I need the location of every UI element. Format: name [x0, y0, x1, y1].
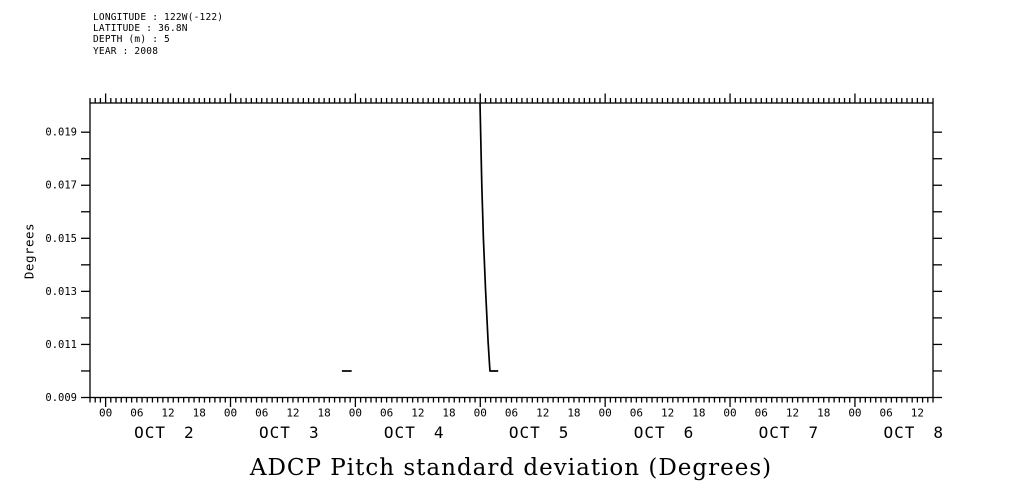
hour-tick-label: 06 [880, 407, 893, 420]
hour-tick-label: 06 [630, 407, 643, 420]
hour-tick-label: 06 [755, 407, 768, 420]
hour-tick-label: 00 [599, 407, 612, 420]
date-label-day: 8 [933, 423, 944, 442]
hour-tick-label: 18 [193, 407, 206, 420]
hour-tick-label: 00 [349, 407, 362, 420]
date-label-day: 2 [184, 423, 195, 442]
hour-tick-label: 00 [224, 407, 237, 420]
hour-tick-label: 12 [161, 407, 174, 420]
hour-tick-label: 12 [786, 407, 799, 420]
y-tick-label: 0.017 [45, 180, 77, 192]
plot-frame [89, 102, 934, 399]
date-label-day: 5 [559, 423, 570, 442]
date-label-day: 4 [434, 423, 445, 442]
metadata-depth: DEPTH (m) : 5 [93, 34, 170, 46]
hour-tick-label: 12 [911, 407, 924, 420]
hour-tick-label: 00 [848, 407, 861, 420]
data-line [479, 102, 499, 372]
hour-tick-label: 12 [536, 407, 549, 420]
date-label-day: 7 [809, 423, 820, 442]
hour-tick-label: 12 [661, 407, 674, 420]
y-tick-label: 0.015 [45, 233, 77, 245]
date-label-month: OCT [384, 423, 416, 442]
hour-tick-label: 06 [130, 407, 143, 420]
date-label-month: OCT [259, 423, 291, 442]
date-label-month: OCT [134, 423, 166, 442]
date-label-day: 6 [684, 423, 695, 442]
date-label-month: OCT [634, 423, 666, 442]
date-label-month: OCT [883, 423, 915, 442]
y-tick-label: 0.019 [45, 127, 77, 139]
hour-tick-label: 00 [723, 407, 736, 420]
hour-tick-label: 12 [286, 407, 299, 420]
hour-tick-label: 06 [255, 407, 268, 420]
hour-tick-label: 18 [692, 407, 705, 420]
y-tick-label: 0.009 [45, 392, 77, 404]
hour-tick-label: 00 [474, 407, 487, 420]
y-tick-label: 0.011 [45, 339, 77, 351]
date-label-month: OCT [759, 423, 791, 442]
date-label-month: OCT [509, 423, 541, 442]
hour-tick-label: 18 [567, 407, 580, 420]
hour-tick-label: 12 [411, 407, 424, 420]
hour-tick-label: 06 [380, 407, 393, 420]
date-label-day: 3 [309, 423, 320, 442]
hour-tick-label: 18 [442, 407, 455, 420]
chart-title: ADCP Pitch standard deviation (Degrees) [249, 455, 773, 481]
metadata-year: YEAR : 2008 [93, 45, 159, 57]
y-tick-label: 0.013 [45, 286, 77, 298]
metadata-latitude: LATITUDE : 36.8N [93, 23, 188, 35]
hour-tick-label: 06 [505, 407, 518, 420]
hour-tick-label: 00 [99, 407, 112, 420]
metadata-longitude: LONGITUDE : 122W(-122) [93, 12, 224, 23]
hour-tick-label: 18 [817, 407, 830, 420]
metadata-block: LONGITUDE : 122W(-122) LATITUDE : 36.8N … [93, 12, 223, 57]
hour-tick-label: 18 [318, 407, 331, 420]
